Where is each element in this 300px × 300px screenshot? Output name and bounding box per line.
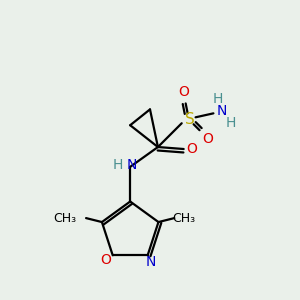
Text: N: N: [216, 104, 226, 118]
Text: O: O: [186, 142, 197, 156]
Text: CH₃: CH₃: [53, 212, 76, 225]
Text: H: H: [212, 92, 223, 106]
Text: O: O: [178, 85, 189, 98]
Text: H: H: [226, 116, 236, 130]
Text: CH₃: CH₃: [172, 212, 196, 225]
Text: O: O: [202, 132, 213, 146]
Text: S: S: [185, 112, 194, 127]
Text: H: H: [113, 158, 124, 172]
Text: N: N: [127, 158, 137, 172]
Text: N: N: [146, 255, 156, 269]
Text: O: O: [100, 253, 111, 267]
